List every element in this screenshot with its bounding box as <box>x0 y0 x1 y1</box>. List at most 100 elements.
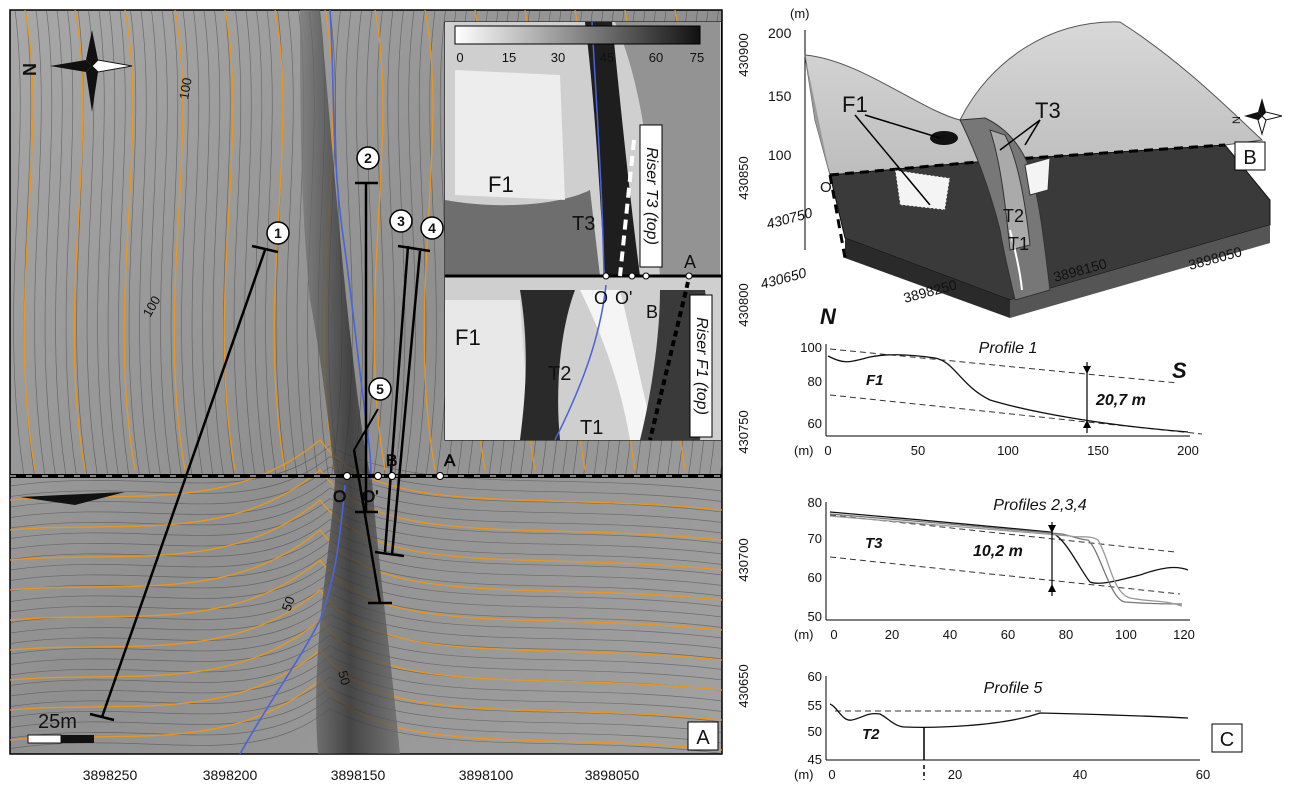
x-tick-label: 60 <box>1001 627 1015 642</box>
riser-t3-label: Riser T3 (top) <box>639 124 663 268</box>
y-tick-label: 430750 <box>736 410 751 453</box>
contour-line <box>731 10 741 476</box>
contour-line <box>10 529 722 576</box>
block-label-t1: T1 <box>1008 234 1029 254</box>
slope-legend-ticks: 0 15 30 45 60 75 <box>456 50 704 65</box>
inset-label-t2: T2 <box>548 363 571 385</box>
contour-line <box>10 519 722 565</box>
contour-line <box>118 10 130 477</box>
panel-a-y-ticks: 430900 430850 430800 430750 430700 43065… <box>736 33 751 707</box>
profile-marker-5: 5 <box>368 377 392 401</box>
point-b-label: B <box>386 451 397 470</box>
panel-a-x-ticks: 3898250 3898200 3898150 3898100 3898050 <box>83 767 640 783</box>
contour-line <box>233 10 245 477</box>
profile-4-line <box>829 515 1183 607</box>
y-tick-label: 60 <box>808 669 822 684</box>
y-tick-label: 430700 <box>736 538 751 581</box>
x-tick-label: 0 <box>824 443 831 458</box>
x-tick-label: 120 <box>1173 627 1195 642</box>
profile-south-label: S <box>1172 358 1187 383</box>
contour-line <box>34 10 46 477</box>
x-tick-label: 100 <box>1115 627 1137 642</box>
svg-text:60: 60 <box>649 50 663 65</box>
x-tick-label: 50 <box>911 443 925 458</box>
point-o-label: O <box>333 487 346 506</box>
profile-1-terrace: F1 <box>866 372 884 389</box>
orange-contour <box>23 10 36 471</box>
y-tick-label: 430850 <box>736 156 751 199</box>
panel-c-label: C <box>1220 729 1234 751</box>
orange-contour <box>223 10 236 471</box>
y-tick-label: 80 <box>808 374 822 389</box>
inset-label-f1-south: F1 <box>455 325 481 350</box>
svg-text:30: 30 <box>551 50 565 65</box>
stream-lower <box>239 484 346 754</box>
panel-b-block-diagram: (m) 200 150 100 F1 T3 T2 T1 O <box>759 6 1283 318</box>
y-tick-label: 70 <box>808 531 822 546</box>
profile-1-chart: Profile 1 100 80 60 (m) 0 50 100 150 200… <box>794 340 1203 458</box>
stream-upper <box>329 10 372 481</box>
slope-inset: 0 15 30 45 60 75 F1 T3 F1 T2 T1 Riser T3… <box>444 21 722 441</box>
svg-text:1: 1 <box>274 225 282 241</box>
svg-text:15: 15 <box>502 50 516 65</box>
north-arrow: N <box>20 30 133 112</box>
orange-contour <box>10 529 722 601</box>
contour-line <box>10 456 722 502</box>
panel-c-profiles: N S Profile 1 100 80 60 (m) 0 50 100 150… <box>794 304 1243 782</box>
contour-line <box>223 10 235 477</box>
x-tick-label: 0 <box>828 767 835 782</box>
block-label-o: O <box>820 179 832 196</box>
profile-234-terrace: T3 <box>865 535 883 552</box>
profile-marker-3: 3 <box>389 209 413 233</box>
contour-line <box>10 498 722 544</box>
contour-line <box>191 10 203 477</box>
svg-text:3: 3 <box>397 213 405 229</box>
y-tick-label: 430900 <box>736 33 751 76</box>
y-tick-label: 60 <box>808 570 822 585</box>
x-tick-label: 60 <box>1196 767 1210 782</box>
profile-5-unit: (m) <box>794 767 814 782</box>
upper-dashed-fit <box>829 348 1179 384</box>
terrain-surface <box>804 21 1264 176</box>
contour-line <box>181 10 193 477</box>
profile-marker-2: 2 <box>356 146 380 170</box>
north-arrow-b: N <box>1231 98 1283 136</box>
inset-label-t1: T1 <box>580 417 603 439</box>
orange-contour <box>10 499 722 571</box>
contour-label: 50 <box>279 594 298 613</box>
y-tick-label: 50 <box>808 609 822 624</box>
point-o-prime-label: O' <box>362 487 378 506</box>
y-tick-label: 50 <box>808 724 822 739</box>
profile-marker-4: 4 <box>420 216 444 240</box>
svg-text:2: 2 <box>364 150 372 166</box>
y-tick-label: 430800 <box>736 283 751 326</box>
panel-b-label: B <box>1243 147 1256 169</box>
profile-234-chart: Profiles 2,3,4 80 70 60 50 (m) 0 20 40 6… <box>794 495 1195 642</box>
z-tick-label: 200 <box>768 25 792 41</box>
block-label-t3: T3 <box>1035 98 1061 123</box>
contour-line <box>244 10 256 477</box>
slip-arrow <box>20 492 125 505</box>
x-tick-label: 40 <box>943 627 957 642</box>
svg-text:45: 45 <box>600 50 614 65</box>
inset-point-b: B <box>646 302 658 322</box>
x-tick-label: 20 <box>948 767 962 782</box>
inset-label-f1: F1 <box>488 172 514 197</box>
orange-contour <box>173 10 186 471</box>
profile-3-line <box>829 513 1183 605</box>
riser-f1-label: Riser F1 (top) <box>689 294 713 438</box>
y-tick-label: 430650 <box>759 264 808 292</box>
panel-a-label: A <box>696 727 710 749</box>
block-label-f1: F1 <box>842 92 868 117</box>
x-tick-label: 40 <box>1073 767 1087 782</box>
contour-line <box>254 10 266 477</box>
contour-line <box>128 10 140 477</box>
contour-line <box>202 10 214 477</box>
svg-text:N: N <box>1231 116 1243 124</box>
riser-t3-trace <box>618 139 636 277</box>
orange-contour <box>10 559 722 631</box>
orange-contour <box>123 10 136 471</box>
profile-marker-1: 1 <box>266 221 290 245</box>
